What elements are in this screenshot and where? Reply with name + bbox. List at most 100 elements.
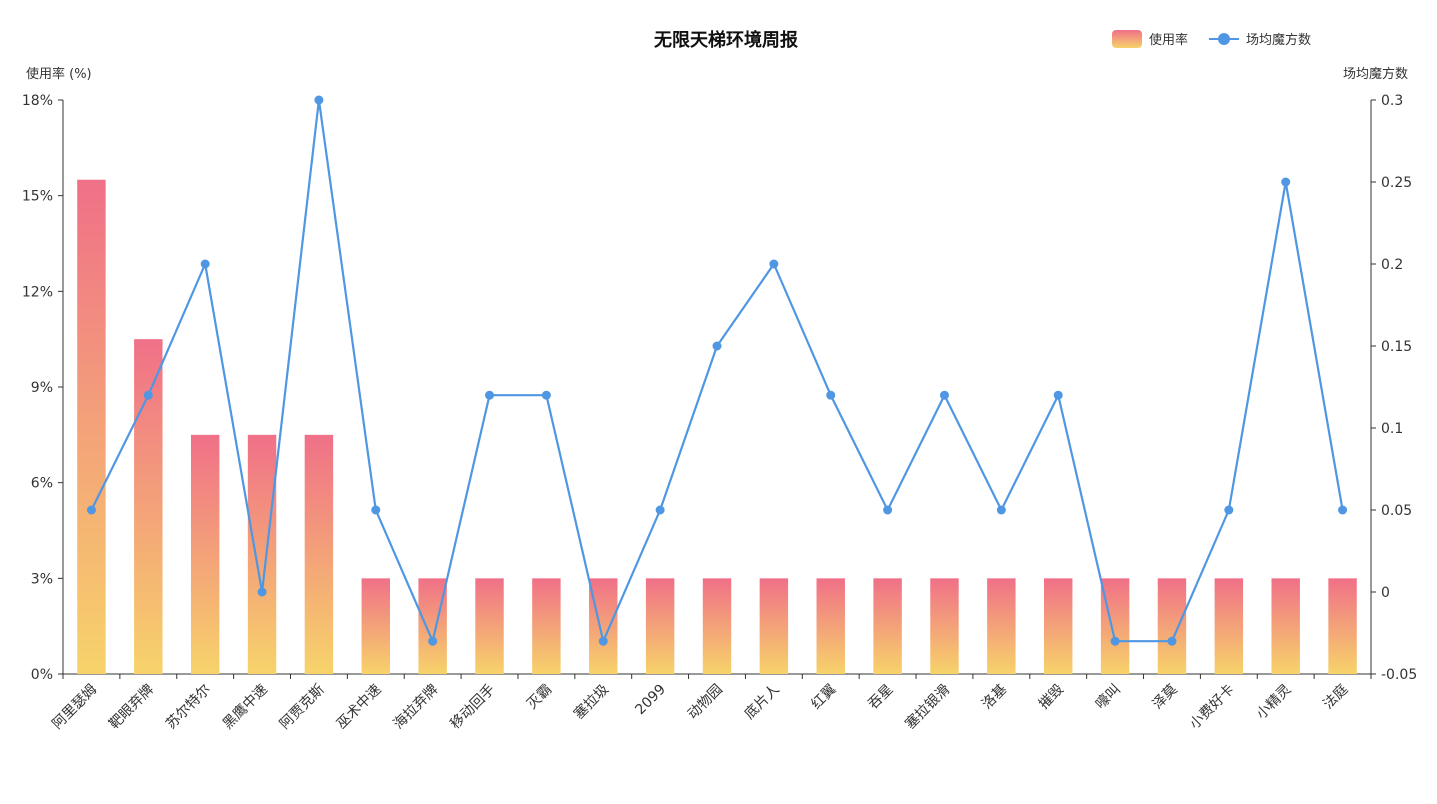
bar (134, 339, 163, 674)
legend-item-avg-cubes[interactable]: 场均魔方数 (1209, 32, 1311, 48)
bar (304, 434, 334, 674)
left-axis-label: 使用率 (%) (26, 66, 92, 82)
bar (1328, 578, 1357, 674)
left-axis-tick-label: 6% (31, 476, 53, 492)
bar (759, 578, 789, 674)
x-axis-tick-label: 阿贾克斯 (277, 682, 328, 733)
x-axis-tick-label: 2099 (632, 682, 669, 719)
bar (589, 578, 618, 674)
line-path (90, 98, 1344, 643)
bar (1100, 578, 1130, 674)
line-point (143, 390, 153, 400)
bar (1044, 578, 1073, 674)
right-axis-tick-label: 0.25 (1381, 175, 1412, 191)
bar (247, 434, 277, 674)
bar (532, 578, 561, 674)
line-point (86, 505, 96, 515)
x-axis-tick-label: 海拉弃牌 (390, 681, 442, 733)
line-point (485, 390, 495, 400)
x-axis-tick-label: 嚎叫 (1092, 681, 1124, 713)
bar (190, 434, 220, 674)
right-axis-tick-label: 0 (1381, 585, 1390, 601)
bar (418, 578, 447, 674)
line-point (428, 636, 438, 646)
line-point (257, 587, 267, 597)
right-axis-tick-label: 0.1 (1381, 421, 1403, 437)
chart-title: 无限天梯环境周报 (654, 29, 798, 51)
x-axis-tick-label: 底片人 (742, 682, 783, 723)
bar (930, 578, 959, 674)
legend-swatch-avg-cubes-marker (1218, 33, 1230, 45)
x-axis-tick-label: 苏尔特尔 (163, 682, 214, 733)
bar (1271, 578, 1300, 674)
right-axis-tick-label: 0.15 (1381, 339, 1412, 355)
right-axis-tick-label: 0.05 (1381, 503, 1412, 519)
legend-label-avg-cubes: 场均魔方数 (1246, 32, 1311, 48)
bar (873, 578, 902, 674)
x-axis-tick-label: 靶眼弃牌 (106, 681, 158, 733)
x-axis-tick-label: 洛基 (978, 681, 1010, 713)
x-axis-tick-label: 巫术中速 (334, 682, 385, 733)
x-axis-tick-label: 泽莫 (1150, 682, 1181, 713)
x-axis-tick-label: 小精灵 (1254, 682, 1295, 723)
line-point (769, 259, 779, 269)
line-series (86, 95, 1348, 646)
line-point (598, 636, 608, 646)
line-point (1281, 177, 1291, 187)
line-point (712, 341, 722, 351)
line-point (939, 390, 949, 400)
x-axis-tick-label: 法庭 (1320, 681, 1352, 713)
line-point (1167, 636, 1177, 646)
x-axis-tick-label: 塞拉银滑 (902, 681, 954, 733)
bar (702, 578, 732, 674)
bar (1157, 578, 1187, 674)
right-axis-tick-label: -0.05 (1381, 667, 1417, 683)
line-point (996, 505, 1006, 515)
bar (1214, 578, 1244, 674)
legend[interactable]: 使用率 场均魔方数 (1112, 30, 1311, 48)
x-axis-tick-label: 红翼 (808, 682, 839, 713)
x-axis-tick-label: 吞星 (865, 682, 896, 713)
axes: 0% 3% 6% 9% 12% 15% 18% -0.05 0 0.05 0.1 0.15 0.2 0.2… (22, 93, 1417, 683)
left-axis-tick-label: 18% (22, 93, 53, 109)
bar (77, 179, 106, 674)
bar (816, 578, 845, 674)
x-axis-tick-label: 移动回手 (447, 682, 498, 733)
legend-item-usage[interactable]: 使用率 (1112, 30, 1188, 48)
x-axis-labels: 阿里瑟姆 靶眼弃牌 苏尔特尔 黑鹰中速 阿贾克斯 巫术中速 海拉弃牌 移动回手 灭霸 塞拉圾 209… (49, 681, 1351, 733)
left-axis-tick-label: 12% (22, 284, 53, 300)
line-point (883, 505, 893, 515)
line-point (1110, 636, 1120, 646)
bar (987, 578, 1016, 674)
left-axis-tick-label: 3% (31, 571, 53, 587)
line-point (541, 390, 551, 400)
x-axis-tick-label: 灭霸 (524, 682, 555, 713)
line-point (200, 259, 210, 269)
bar-series (77, 179, 1357, 674)
line-point (1338, 505, 1348, 515)
bar (361, 578, 390, 674)
left-axis-tick-label: 0% (31, 667, 53, 683)
line-point (371, 505, 381, 515)
right-axis-tick-label: 0.3 (1381, 93, 1403, 109)
x-axis-tick-label: 小费好卡 (1187, 682, 1238, 733)
x-axis-tick-label: 阿里瑟姆 (49, 682, 100, 733)
x-axis-tick-label: 塞拉圾 (570, 681, 612, 723)
x-axis-tick-label: 动物园 (685, 682, 726, 723)
legend-label-usage: 使用率 (1149, 32, 1188, 48)
line-point (1224, 505, 1234, 515)
line-point (826, 390, 836, 400)
right-axis-label: 场均魔方数 (1343, 66, 1408, 82)
line-point (1053, 390, 1063, 400)
right-axis-tick-label: 0.2 (1381, 257, 1403, 273)
left-axis-tick-label: 15% (22, 189, 53, 205)
line-point (655, 505, 665, 515)
line-point (314, 95, 324, 105)
bar (475, 578, 504, 674)
left-axis-tick-label: 9% (31, 380, 53, 396)
x-axis-tick-label: 黑鹰中速 (220, 682, 271, 733)
bar (645, 578, 675, 674)
legend-swatch-usage (1112, 30, 1142, 48)
